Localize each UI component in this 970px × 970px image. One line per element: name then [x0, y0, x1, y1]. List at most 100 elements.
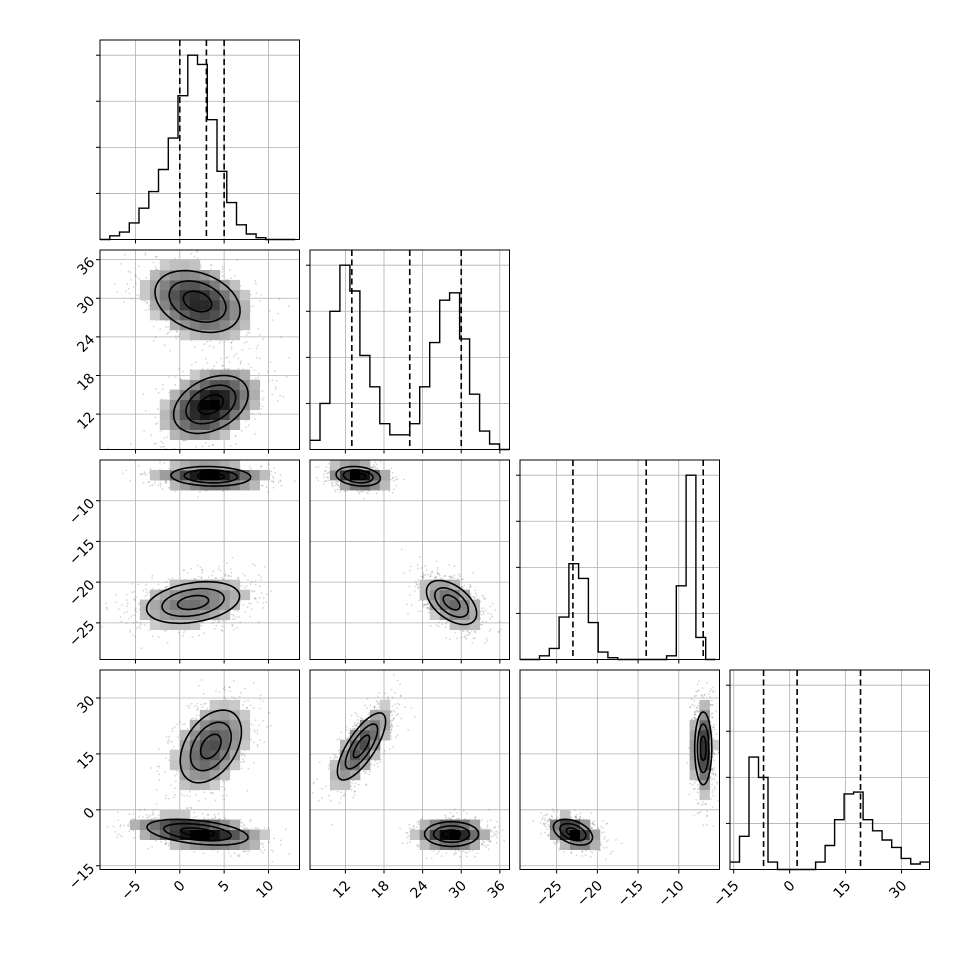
scatter-point	[449, 638, 451, 641]
scatter-point	[250, 608, 253, 610]
scatter-point	[155, 387, 157, 390]
scatter-point	[174, 490, 177, 493]
scatter-point	[123, 301, 126, 303]
scatter-point	[265, 486, 268, 489]
scatter-point	[228, 361, 231, 363]
scatter-point	[240, 360, 243, 363]
scatter-point	[131, 634, 134, 636]
scatter-point	[165, 480, 168, 482]
scatter-point	[274, 472, 277, 474]
density-cell	[179, 609, 191, 620]
scatter-point	[277, 312, 279, 315]
scatter-point	[131, 583, 134, 585]
scatter-point	[242, 368, 245, 371]
scatter-point	[175, 330, 178, 333]
scatter-point	[268, 379, 270, 382]
scatter-point	[173, 447, 176, 450]
scatter-point	[135, 276, 138, 278]
scatter-point	[123, 611, 126, 614]
scatter-point	[209, 339, 212, 342]
scatter-point	[174, 383, 177, 386]
scatter-point	[162, 384, 164, 386]
scatter-point	[326, 476, 329, 479]
scatter-point	[358, 490, 361, 493]
scatter-point	[272, 486, 275, 489]
scatter-point	[268, 463, 270, 466]
density-cell	[169, 460, 181, 471]
scatter-point	[491, 615, 494, 618]
scatter-point	[157, 391, 160, 394]
scatter-point	[146, 301, 149, 304]
scatter-point	[221, 625, 224, 628]
scatter-point	[137, 465, 140, 467]
scatter-point	[154, 416, 157, 419]
scatter-point	[125, 622, 128, 624]
scatter-point	[220, 629, 223, 632]
scatter-point	[164, 481, 167, 484]
density-cell	[239, 589, 251, 601]
scatter-point	[253, 369, 256, 372]
scatter-point	[323, 476, 326, 479]
scatter-point	[248, 466, 251, 468]
scatter-point	[212, 570, 215, 573]
scatter-point	[123, 253, 126, 256]
scatter-point	[261, 398, 264, 401]
scatter-point	[221, 265, 224, 268]
scatter-point	[161, 442, 164, 444]
scatter-point	[129, 271, 132, 274]
scatter-point	[372, 464, 375, 466]
scatter-point	[269, 361, 272, 363]
scatter-point	[126, 611, 129, 613]
density-cell	[139, 279, 151, 291]
scatter-point	[166, 332, 169, 335]
scatter-point	[137, 625, 140, 628]
scatter-point	[324, 480, 327, 483]
scatter-point	[491, 602, 494, 605]
scatter-point	[211, 368, 214, 370]
scatter-point	[273, 370, 276, 372]
scatter-point	[261, 390, 264, 392]
scatter-point	[317, 479, 320, 482]
scatter-point	[116, 291, 119, 293]
scatter-point	[217, 621, 220, 624]
scatter-point	[262, 338, 265, 341]
scatter-point	[163, 436, 166, 439]
density-cell	[219, 589, 231, 601]
scatter-point	[202, 621, 205, 624]
scatter-point	[206, 340, 209, 343]
scatter-point	[395, 476, 397, 478]
scatter-point	[128, 617, 131, 620]
scatter-point	[157, 636, 160, 638]
density-cell	[249, 399, 260, 410]
density-cell	[159, 309, 171, 321]
density-cell	[249, 470, 260, 481]
scatter-point	[326, 472, 329, 475]
scatter-point	[125, 593, 128, 596]
scatter-point	[195, 361, 197, 363]
scatter-point	[167, 578, 170, 581]
scatter-point	[142, 472, 144, 475]
density-cell	[159, 399, 171, 410]
scatter-point	[119, 263, 122, 265]
scatter-point	[266, 370, 269, 373]
scatter-point	[218, 342, 221, 344]
scatter-point	[261, 484, 264, 487]
scatter-point	[274, 388, 277, 391]
scatter-point	[271, 379, 274, 381]
scatter-point	[152, 339, 155, 342]
scatter-point	[205, 442, 207, 444]
density-cell	[239, 299, 251, 311]
scatter-point	[199, 264, 202, 267]
scatter-point	[325, 466, 328, 468]
scatter-point	[213, 365, 216, 368]
scatter-point	[390, 478, 392, 481]
scatter-point	[257, 344, 259, 347]
density-cell	[169, 619, 181, 630]
scatter-point	[219, 340, 222, 342]
scatter-point	[249, 615, 251, 618]
scatter-point	[458, 573, 460, 576]
scatter-point	[417, 567, 420, 570]
scatter-point	[400, 548, 403, 551]
scatter-point	[167, 326, 169, 328]
